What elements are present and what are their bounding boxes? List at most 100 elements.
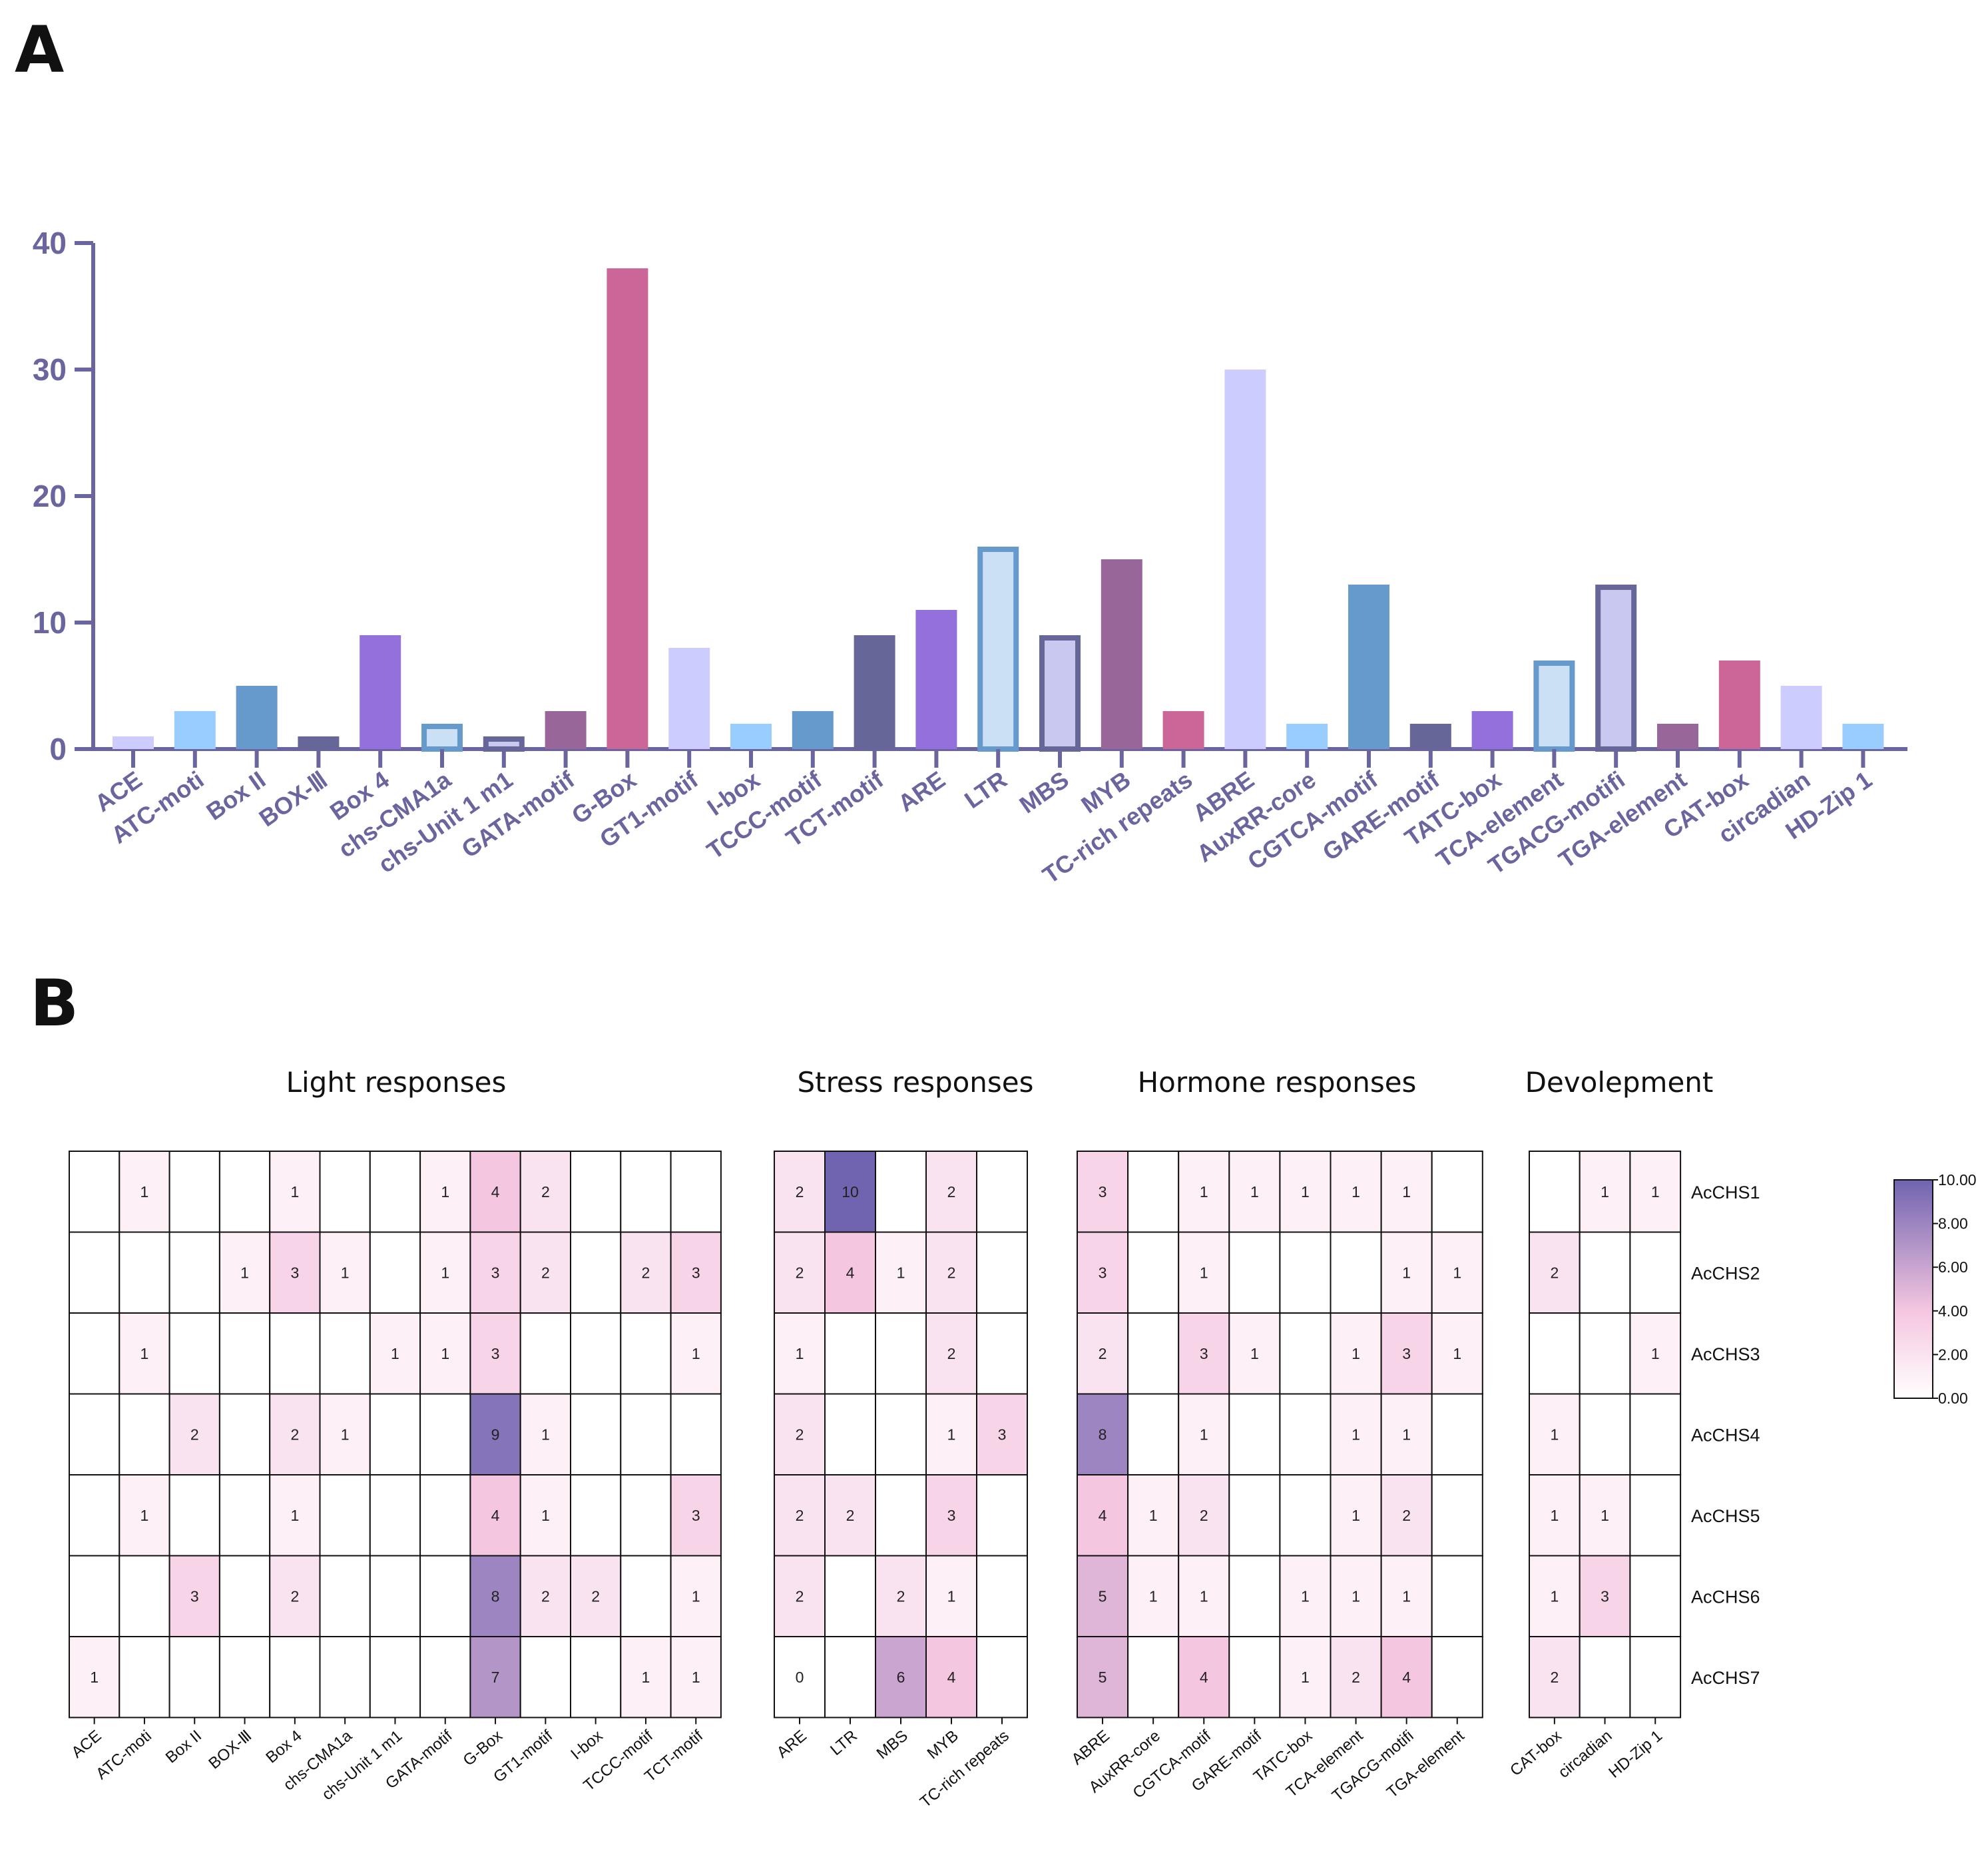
heatmap-cell-value: 2 [947, 1345, 956, 1362]
heatmap-cell [319, 1312, 371, 1395]
heatmap-cell [925, 1636, 977, 1719]
heatmap-cell [1279, 1474, 1332, 1557]
heatmap-cell-value: 1 [796, 1345, 804, 1362]
heatmap-cell [319, 1231, 371, 1314]
heatmap-cell [319, 1474, 371, 1557]
heatmap-cell-value: 2 [642, 1264, 650, 1281]
heatmap-cell-value: 8 [491, 1587, 500, 1605]
heatmap-cell-value: 1 [290, 1183, 299, 1200]
heatmap-cell [319, 1636, 371, 1719]
heatmap-cell-value: 3 [692, 1264, 700, 1281]
heatmap-cell-value: 1 [541, 1426, 550, 1443]
heatmap-cell-value: 1 [1352, 1587, 1360, 1605]
heatmap-column-label: MYB [924, 1726, 962, 1762]
heatmap-cell [1529, 1393, 1581, 1475]
heatmap-cell [774, 1474, 826, 1557]
bar [298, 736, 340, 749]
heatmap-cell-value: 3 [998, 1426, 1007, 1443]
heatmap-column-label: ACE [68, 1726, 105, 1761]
heatmap-cell-value: 3 [947, 1507, 956, 1524]
heatmap-cell [824, 1231, 876, 1314]
bar [1471, 711, 1513, 749]
heatmap-cell [1127, 1151, 1180, 1233]
heatmap-cell [1178, 1393, 1230, 1475]
heatmap-cell [369, 1231, 421, 1314]
y-tick-label: 0 [49, 732, 67, 766]
heatmap-cell [976, 1151, 1028, 1233]
heatmap-column-label: ATC-moti [93, 1726, 155, 1783]
heatmap-cell [1629, 1393, 1682, 1475]
heatmap-cell [119, 1636, 170, 1719]
bar [1657, 724, 1698, 749]
heatmap-cell [168, 1555, 220, 1637]
heatmap-cell-value: 2 [947, 1264, 956, 1281]
heatmap-cell-value: 2 [290, 1587, 299, 1605]
heatmap-cell-value: 1 [947, 1587, 956, 1605]
heatmap-cell [670, 1151, 722, 1233]
heatmap-cell [824, 1474, 876, 1557]
heatmap-cell [875, 1636, 927, 1719]
heatmap-cell-value: 1 [140, 1507, 149, 1524]
heatmap-cell [1380, 1231, 1433, 1314]
heatmap-cell [168, 1636, 220, 1719]
heatmap-cell-value: 1 [441, 1264, 449, 1281]
y-tick-label: 30 [33, 352, 67, 387]
heatmap-cell [1279, 1231, 1332, 1314]
heatmap-row-label: AcCHS2 [1691, 1263, 1760, 1283]
heatmap-cell [1431, 1636, 1483, 1719]
heatmap-cell-value: 3 [491, 1264, 500, 1281]
bar [730, 724, 772, 749]
heatmap-cell [269, 1312, 321, 1395]
heatmap-cell [1228, 1474, 1281, 1557]
heatmap-cell [925, 1312, 977, 1395]
heatmap-cell [875, 1312, 927, 1395]
heatmap-cell [1629, 1474, 1682, 1557]
heatmap-cell [1178, 1151, 1230, 1233]
heatmap-cell [570, 1231, 622, 1314]
heatmap-cell-value: 2 [1200, 1507, 1208, 1524]
heatmap-cell [369, 1151, 421, 1233]
heatmap-group-title: Light responses [286, 1066, 507, 1099]
bar [360, 635, 401, 749]
heatmap-cell [1077, 1312, 1129, 1395]
legend-tick-label: 2.00 [1938, 1346, 1968, 1363]
heatmap-cell [69, 1231, 121, 1314]
heatmap-cell [1178, 1636, 1230, 1719]
heatmap-cell [69, 1555, 121, 1637]
heatmap-cell [369, 1312, 421, 1395]
heatmap-cell [1431, 1231, 1483, 1314]
heatmap-cell [519, 1312, 572, 1395]
heatmap-cell [1077, 1151, 1129, 1233]
heatmap-cell [369, 1555, 421, 1637]
heatmap-cell [976, 1312, 1028, 1395]
heatmap-cell [1579, 1474, 1631, 1557]
color-legend: 10.00 8.00 6.00 4.00 2.00 0.00 [1893, 1171, 1977, 1407]
heatmap-cell-value: 1 [1301, 1183, 1310, 1200]
heatmap-column-label: MBS [873, 1726, 911, 1762]
heatmap-cell [824, 1393, 876, 1475]
heatmap-cell [1330, 1231, 1382, 1314]
heatmap-cell [1127, 1312, 1180, 1395]
heatmap-cell [419, 1393, 471, 1475]
heatmap-cell-value: 1 [1200, 1183, 1208, 1200]
heatmap-cell [1380, 1393, 1433, 1475]
heatmap-cell [69, 1393, 121, 1475]
heatmap-cell-value: 2 [947, 1183, 956, 1200]
heatmap-cell [620, 1151, 672, 1233]
heatmap-cell [1380, 1312, 1433, 1395]
heatmap-cell-value: 5 [1099, 1587, 1107, 1605]
bar [1101, 559, 1142, 749]
heatmap-cell-value: 2 [190, 1426, 199, 1443]
bar [483, 736, 525, 752]
heatmap-cell-value: 1 [1402, 1183, 1411, 1200]
heatmap-cell [1178, 1474, 1230, 1557]
legend-color-bar [1893, 1179, 1933, 1399]
heatmap-cell [570, 1393, 622, 1475]
heatmap-cell [1629, 1636, 1682, 1719]
heatmap-cell [570, 1636, 622, 1719]
heatmap-cell [1228, 1555, 1281, 1637]
heatmap-column-label: CAT-box [1507, 1726, 1565, 1780]
heatmap-column-label: circadian [1555, 1726, 1615, 1781]
heatmap-cell-value: 2 [1099, 1345, 1107, 1362]
heatmap-cell [469, 1151, 521, 1233]
